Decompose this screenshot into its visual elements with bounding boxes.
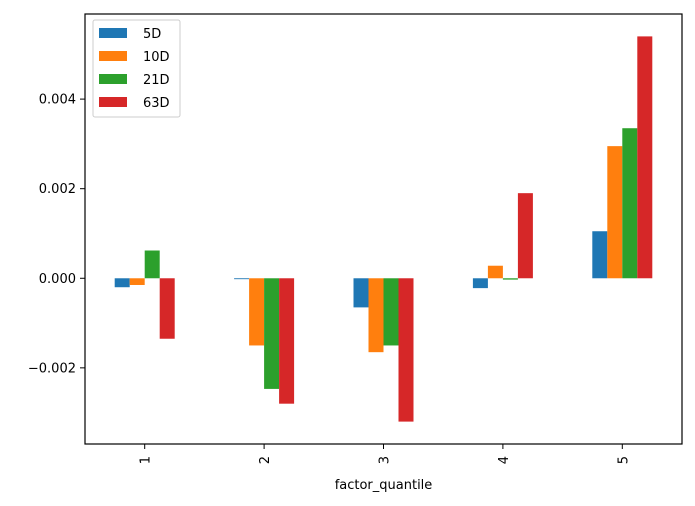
legend-label-21D: 21D xyxy=(143,73,170,88)
legend-frame xyxy=(92,19,181,118)
legend-label-5D: 5D xyxy=(143,27,161,42)
legend-swatch-63D xyxy=(99,97,127,107)
legend: 5D 10D 21D 63D xyxy=(92,19,181,118)
bar-63D-q4 xyxy=(517,193,533,279)
bar-10D-q4 xyxy=(487,265,503,279)
bar-10D-q5 xyxy=(607,146,623,279)
x-axis-label: factor_quantile xyxy=(335,478,433,493)
legend-label-63D: 63D xyxy=(143,96,170,111)
x-tick-label: 2 xyxy=(258,456,273,464)
y-tick-label: −0.002 xyxy=(28,361,76,376)
y-tick-label: 0.002 xyxy=(39,182,76,197)
bar-5D-q5 xyxy=(592,231,608,279)
legend-label-10D: 10D xyxy=(143,50,170,65)
bars-group xyxy=(114,36,653,422)
legend-swatch-5D xyxy=(99,28,127,38)
bar-10D-q3 xyxy=(368,278,384,353)
bar-10D-q1 xyxy=(129,278,145,285)
x-tick-label: 1 xyxy=(139,456,154,464)
bar-21D-q1 xyxy=(144,250,160,279)
x-tick-label: 3 xyxy=(378,456,393,464)
bar-5D-q3 xyxy=(353,278,369,308)
bar-63D-q1 xyxy=(159,278,175,339)
bar-5D-q4 xyxy=(472,278,488,289)
legend-swatch-10D xyxy=(99,51,127,61)
bar-63D-q2 xyxy=(279,278,295,404)
legend-swatch-21D xyxy=(99,74,127,84)
bar-63D-q5 xyxy=(637,36,653,279)
x-axis: 1 2 3 4 5 xyxy=(139,444,631,464)
bar-10D-q2 xyxy=(249,278,265,346)
bar-21D-q3 xyxy=(383,278,399,346)
x-tick-label: 5 xyxy=(616,456,631,464)
y-axis: −0.002 0.000 0.002 0.004 xyxy=(28,93,85,376)
bar-21D-q5 xyxy=(622,128,638,279)
bar-21D-q4 xyxy=(502,278,518,280)
x-tick-label: 4 xyxy=(497,456,512,464)
bar-5D-q1 xyxy=(114,278,130,288)
y-tick-label: 0.004 xyxy=(39,93,76,108)
bar-5D-q2 xyxy=(234,278,250,280)
bar-21D-q2 xyxy=(264,278,280,389)
bar-63D-q3 xyxy=(398,278,414,422)
y-tick-label: 0.000 xyxy=(39,272,76,287)
